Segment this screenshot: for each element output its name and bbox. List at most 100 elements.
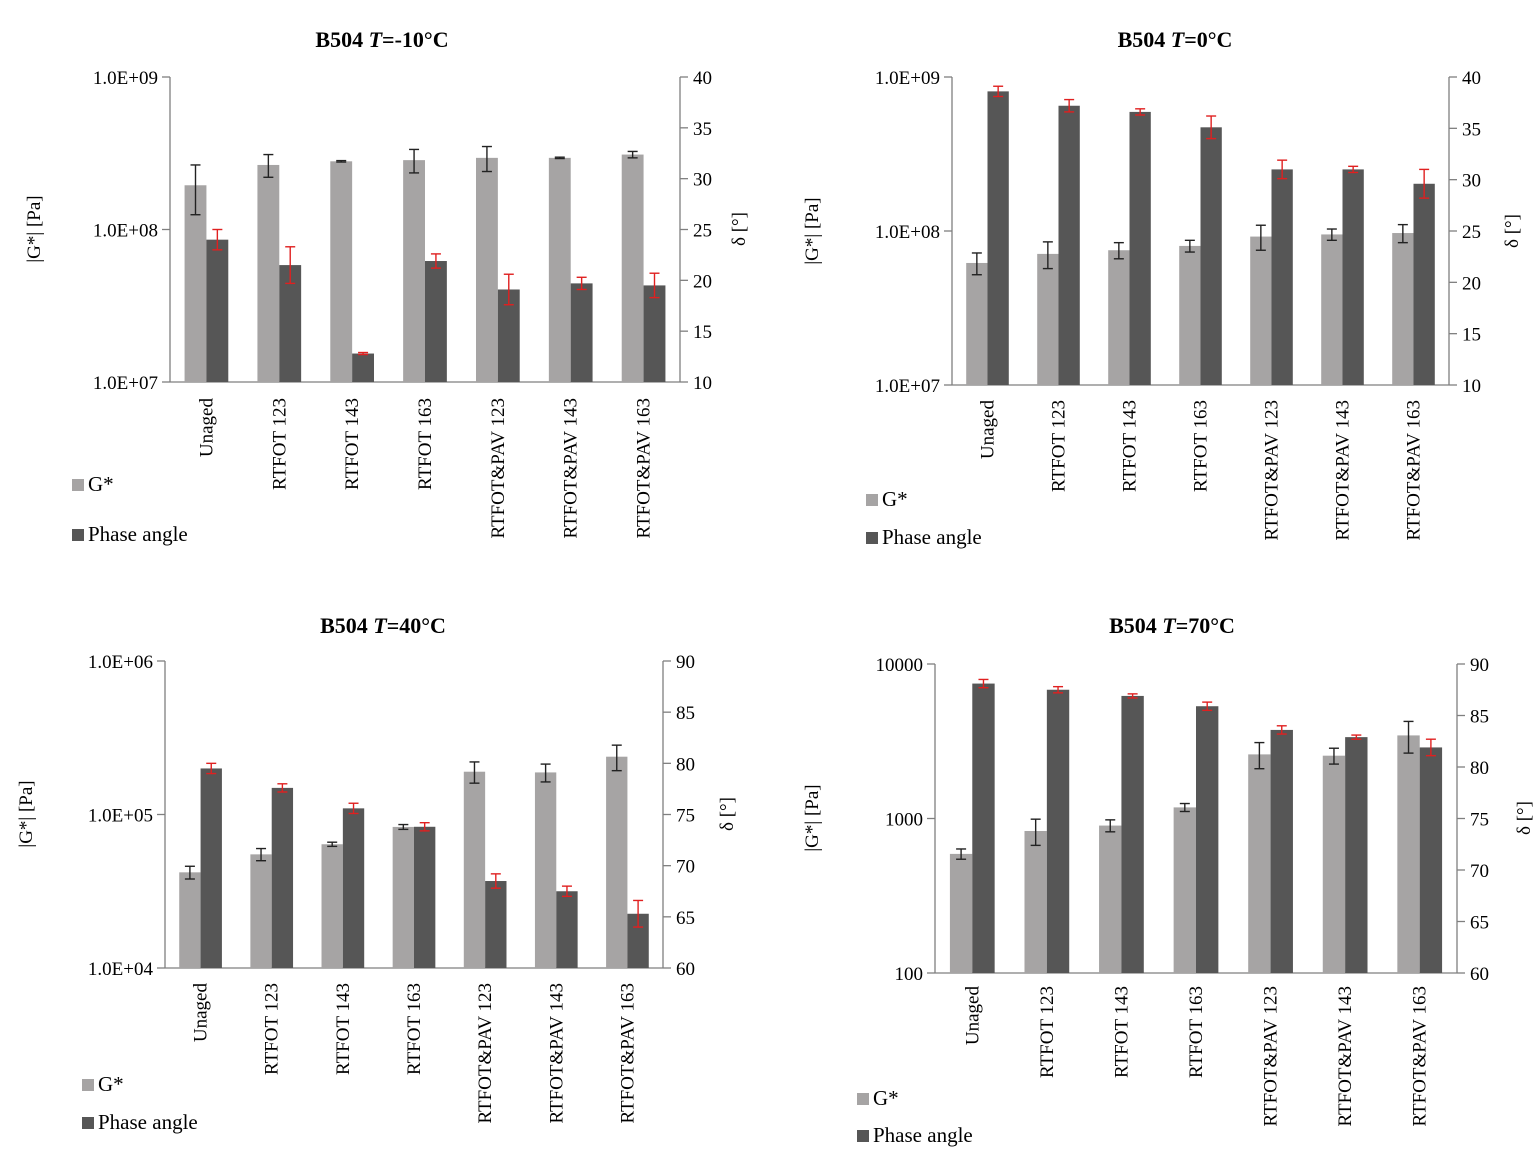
category-label: RTFOT&PAV 143: [1333, 400, 1354, 541]
phase-angle-bar: [206, 239, 229, 382]
gstar-bar: [1322, 755, 1346, 973]
legend-swatch-gstar: [82, 1079, 94, 1091]
chart-panel-2: B504 T=0°C 1.0E+07 1.0E+08 1.0E+09 10 15 20 25 3…: [802, 27, 1523, 549]
left-axis-title: |G*| [Pa]: [24, 195, 45, 262]
gstar-bar: [1037, 253, 1059, 385]
left-tick-label: 1.0E+09: [93, 68, 158, 89]
phase-angle-bar: [414, 826, 436, 968]
phase-angle-bar: [425, 261, 447, 382]
left-tick-label: 1.0E+08: [93, 221, 158, 242]
category-label: RTFOT 163: [1191, 400, 1212, 492]
chart-panel-1: B504 T=-10°C 1.0E+07 1.0E+08 1.0E+09 10 15 20 2…: [24, 27, 750, 546]
gstar-bar: [1321, 234, 1343, 385]
left-tick-label: 1.0E+05: [88, 806, 153, 827]
right-tick-label: 75: [1470, 810, 1489, 831]
legend-swatch-phase: [82, 1117, 94, 1129]
right-tick-label: 30: [693, 170, 712, 191]
right-tick-label: 65: [676, 908, 695, 929]
legend-swatch-phase: [866, 532, 878, 544]
legend-label-gstar: G*: [882, 487, 908, 511]
right-tick-label: 40: [1462, 68, 1481, 89]
phase-angle-bar: [271, 787, 294, 968]
legend-swatch-phase: [72, 529, 84, 541]
gstar-bar: [1179, 245, 1201, 385]
category-label: RTFOT&PAV 143: [546, 983, 567, 1124]
right-tick-label: 35: [693, 119, 712, 140]
phase-angle-bar: [1129, 111, 1151, 385]
phase-angle-bar: [1196, 706, 1219, 973]
category-label: Unaged: [962, 986, 983, 1046]
gstar-bar: [184, 185, 207, 382]
category-label: RTFOT 143: [342, 398, 363, 490]
phase-angle-bar: [1271, 169, 1293, 385]
chart-panel-4: B504 T=70°C 100 1000 10000 60 65 70 75 80 85 90 |G*…: [802, 613, 1535, 1147]
phase-angle-bar: [972, 683, 995, 973]
gstar-bar: [621, 154, 644, 382]
phase-angle-bar: [1121, 695, 1144, 973]
right-tick-label: 85: [1470, 707, 1489, 728]
chart-title-suffix: =-10°C: [382, 27, 449, 52]
gstar-bar: [1108, 250, 1130, 385]
left-tick-label: 1.0E+08: [875, 222, 940, 243]
left-tick-label: 1.0E+06: [88, 652, 153, 673]
gstar-bar: [403, 160, 425, 382]
left-axis-title: |G*| [Pa]: [802, 784, 823, 851]
right-tick-label: 20: [693, 271, 712, 292]
right-axis-title: δ [°]: [1502, 214, 1523, 248]
gstar-bar: [463, 771, 486, 968]
chart-panel-3: B504 T=40°C 1.0E+04 1.0E+05 1.0E+06 60 65 70 75…: [16, 613, 738, 1134]
category-label: RTFOT 163: [415, 398, 436, 490]
legend-label-phase: Phase angle: [873, 1123, 973, 1147]
left-tick-label: 1.0E+07: [93, 373, 158, 394]
legend-label-gstar: G*: [88, 472, 114, 496]
phase-angle-bar: [556, 891, 578, 968]
right-tick-label: 30: [1462, 171, 1481, 192]
right-tick-label: 40: [693, 68, 712, 89]
legend-swatch-gstar: [72, 479, 84, 491]
category-label: RTFOT 123: [262, 983, 283, 1075]
right-axis-title: δ [°]: [729, 212, 750, 246]
chart-title-suffix: =70°C: [1176, 613, 1235, 638]
legend: G* Phase angle: [866, 487, 982, 549]
chart-title-variable: T: [1171, 27, 1186, 52]
chart-title: B504 T=-10°C: [315, 27, 448, 52]
category-label: RTFOT 123: [269, 398, 290, 490]
phase-angle-bar: [1345, 737, 1368, 973]
gstar-bar: [476, 157, 498, 382]
phase-angle-bar: [1046, 689, 1070, 973]
gstar-bar: [949, 853, 973, 973]
phase-angle-bar: [1058, 105, 1080, 385]
phase-angle-bar: [627, 913, 649, 968]
category-label: RTFOT&PAV 163: [1410, 986, 1431, 1127]
category-label: RTFOT 143: [1120, 400, 1141, 492]
right-tick-label: 70: [676, 857, 695, 878]
category-label: RTFOT&PAV 163: [1404, 400, 1425, 541]
category-label: Unaged: [196, 398, 217, 458]
legend-label-gstar: G*: [98, 1072, 124, 1096]
right-tick-label: 80: [676, 754, 695, 775]
right-axis-title: δ [°]: [1514, 801, 1535, 835]
right-tick-label: 65: [1470, 913, 1489, 934]
chart-title-prefix: B504: [1109, 613, 1162, 638]
legend: G* Phase angle: [82, 1072, 198, 1134]
legend-label-phase: Phase angle: [88, 522, 188, 546]
right-tick-label: 90: [1470, 655, 1489, 676]
phase-angle-bar: [1413, 183, 1435, 385]
right-tick-label: 20: [1462, 273, 1481, 294]
gstar-bar: [257, 164, 280, 382]
phase-angle-bar: [570, 283, 593, 382]
phase-angle-bar: [485, 881, 507, 968]
category-label: RTFOT&PAV 123: [475, 983, 496, 1124]
phase-angle-bar: [1270, 729, 1293, 973]
category-label: RTFOT&PAV 123: [1262, 400, 1283, 541]
left-tick-label: 100: [895, 964, 924, 985]
gstar-bar: [1024, 831, 1047, 973]
phase-angle-bar: [342, 808, 365, 968]
right-tick-label: 10: [693, 373, 712, 394]
phase-angle-bar: [1200, 127, 1222, 385]
category-label: RTFOT 143: [333, 983, 354, 1075]
legend: G* Phase angle: [857, 1086, 973, 1147]
category-label: Unaged: [191, 983, 212, 1043]
legend-swatch-phase: [857, 1130, 869, 1142]
gstar-bar: [330, 161, 353, 382]
